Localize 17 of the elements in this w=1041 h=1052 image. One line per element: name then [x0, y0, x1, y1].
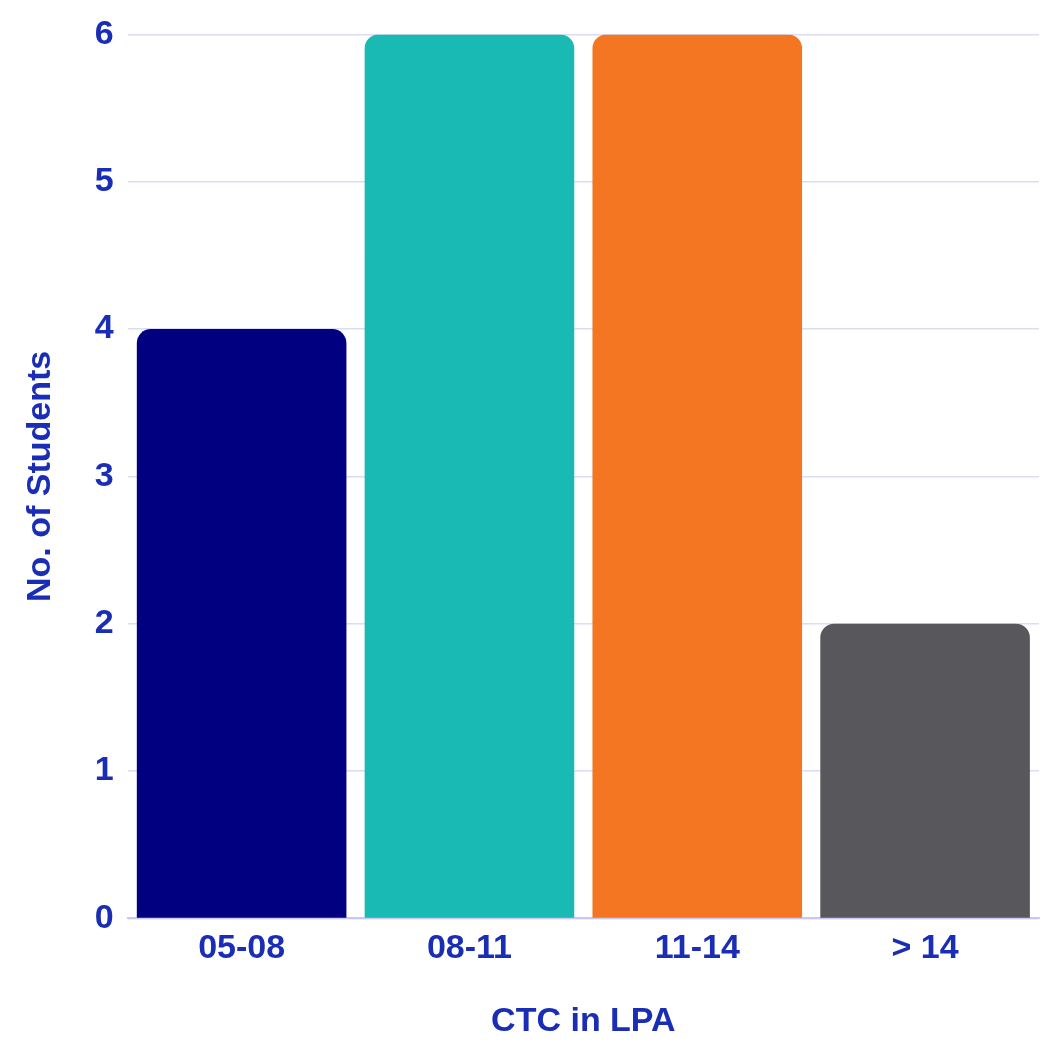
y-tick-label: 1 — [94, 749, 114, 788]
y-axis-title: No. of Students — [18, 350, 57, 602]
bar — [592, 34, 803, 918]
x-tick-label: 08-11 — [426, 927, 512, 966]
y-tick-label: 6 — [94, 12, 114, 51]
x-tick-label: 11-14 — [654, 927, 740, 966]
y-tick-label: 5 — [94, 160, 114, 199]
y-tick-label: 2 — [94, 602, 114, 641]
bar — [820, 623, 1030, 918]
bar — [364, 34, 575, 918]
x-tick-label: > 14 — [891, 927, 959, 966]
y-tick-label: 3 — [94, 454, 114, 493]
y-tick-label: 4 — [94, 307, 114, 346]
y-tick-label: 0 — [94, 896, 114, 935]
x-tick-label: 05-08 — [198, 927, 286, 966]
bar — [136, 329, 347, 918]
x-axis-title: CTC in LPA — [491, 999, 676, 1038]
